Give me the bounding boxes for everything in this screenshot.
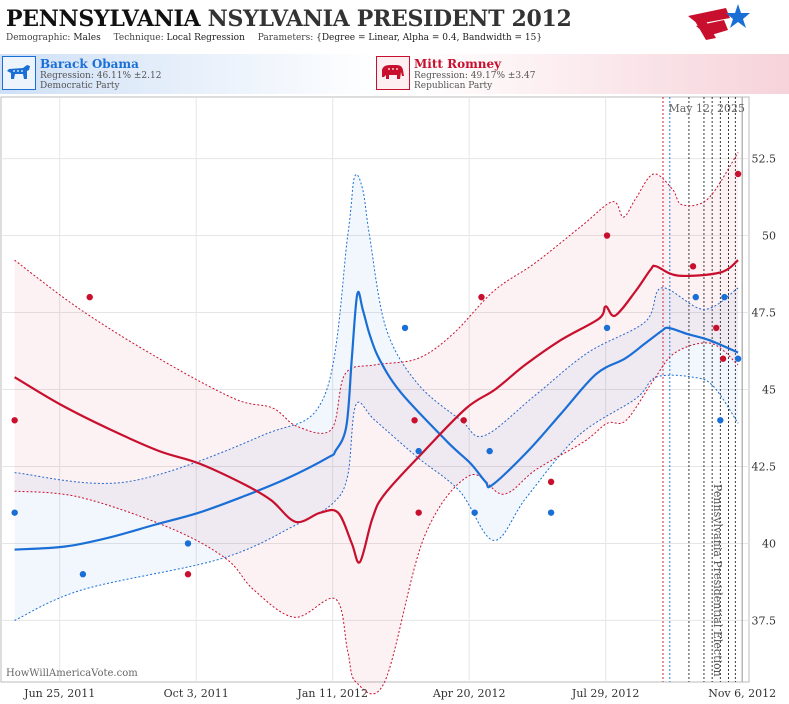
candidate-bar: Barack Obama Regression: 46.11% ±2.12 De… (0, 54, 789, 94)
x-tick-label: Jun 25, 2011 (23, 687, 95, 700)
barack-obama-poll-point (486, 447, 493, 455)
barack-obama-trend-line (14, 290, 739, 551)
mitt-romney-ci-upper (14, 152, 739, 434)
y-tick-label: 52.5 (752, 153, 777, 166)
x-tick-label: Apr 20, 2012 (432, 687, 506, 700)
barack-obama-poll-point (603, 324, 611, 332)
mitt-romney-poll-point (460, 417, 467, 424)
mitt-romney-poll-point (415, 509, 422, 516)
parameters-line: Demographic: Males Technique: Local Regr… (6, 33, 542, 43)
event-label: Pennsylvania Presidential Election (711, 484, 724, 677)
mitt-romney-poll-point (719, 355, 727, 362)
mitt-romney-poll-point (547, 478, 555, 486)
barack-obama-poll-point (471, 509, 478, 516)
y-tick-label: 37.5 (752, 614, 777, 627)
vertical-markers (662, 97, 743, 682)
x-tick-label: Oct 3, 2011 (164, 687, 229, 700)
y-tick-label: 42.5 (752, 460, 777, 473)
x-tick-label: Jan 11, 2012 (296, 687, 368, 700)
parameters-label: Parameters: (257, 33, 314, 43)
barack-obama-ci-lower (14, 374, 739, 621)
romney-party: Republican Party (414, 81, 493, 91)
mitt-romney-poll-point (689, 263, 697, 270)
mitt-romney-trend-line (14, 259, 739, 564)
romney-name: Mitt Romney (414, 57, 502, 71)
romney-regression: Regression: 49.17% ±3.47 (414, 71, 536, 81)
y-axis-ticks: 37.5 40 42.5 45 47.5 50 52.5 (752, 153, 777, 628)
site-logo-icon (688, 4, 750, 40)
mitt-romney-poll-point (603, 232, 611, 239)
parameters-value: {Degree = Linear, Alpha = 0.4, Bandwidth… (316, 33, 543, 43)
mitt-romney-ci-band (14, 152, 739, 694)
technique-label: Technique: (113, 33, 164, 43)
obama-name: Barack Obama (40, 57, 139, 71)
barack-obama-ci-band (14, 174, 739, 621)
mitt-romney-poll-point (184, 571, 192, 578)
regression-chart: 37.5 40 42.5 45 47.5 50 52.5 Jun 25, 2011 Oct 3… (0, 96, 777, 700)
y-tick-label: 47.5 (752, 307, 777, 320)
x-axis-ticks: Jun 25, 2011 Oct 3, 2011 Jan 11, 2012 Apr 2… (23, 687, 776, 700)
y-tick-label: 40 (762, 537, 776, 550)
confidence-bands (14, 152, 739, 695)
y-tick-label: 50 (762, 230, 776, 243)
demographic-label: Demographic: (6, 33, 71, 43)
x-tick-label: Jul 29, 2012 (571, 687, 640, 700)
mitt-romney-poll-point (713, 324, 720, 332)
elephant-icon (376, 56, 410, 90)
barack-obama-poll-point (11, 509, 18, 516)
mitt-romney-poll-point (86, 293, 93, 301)
mitt-romney-poll-point (478, 293, 485, 301)
barack-obama-poll-point (721, 293, 728, 301)
demographic-value: Males (73, 33, 101, 43)
mitt-romney-ci-lower (14, 342, 739, 695)
barack-obama-poll-point (184, 540, 192, 547)
title-part1: PENNSYLVANIA (6, 6, 201, 32)
trend-lines (14, 259, 739, 564)
mitt-romney-poll-point (734, 170, 742, 178)
barack-obama-poll-point (692, 293, 699, 301)
mitt-romney-poll-point (411, 417, 418, 424)
barack-obama-ci-upper (14, 173, 739, 484)
title-part2: NSYLVANIA PRESIDENT 2012 (207, 6, 572, 32)
date-label: May 12, 2025 (668, 102, 745, 115)
mitt-romney-poll-point (11, 417, 18, 424)
barack-obama-poll-point (734, 355, 742, 362)
header: PENNSYLVANIA NSYLVANIA PRESIDENT 2012 De… (0, 0, 789, 50)
barack-obama-poll-point (79, 571, 87, 578)
barack-obama-poll-point (547, 509, 555, 516)
barack-obama-poll-point (717, 417, 724, 424)
y-tick-label: 45 (762, 384, 776, 397)
x-tick-label: Nov 6, 2012 (708, 687, 776, 700)
obama-regression: Regression: 46.11% ±2.12 (40, 71, 162, 81)
obama-party: Democratic Party (40, 81, 120, 91)
barack-obama-poll-point (401, 324, 409, 332)
barack-obama-poll-point (415, 447, 422, 455)
watermark: HowWillAmericaVote.com (6, 668, 138, 679)
poll-points (11, 170, 742, 578)
technique-value: Local Regression (166, 33, 245, 43)
page-title: PENNSYLVANIA NSYLVANIA PRESIDENT 2012 (6, 6, 572, 32)
donkey-icon (2, 56, 36, 90)
